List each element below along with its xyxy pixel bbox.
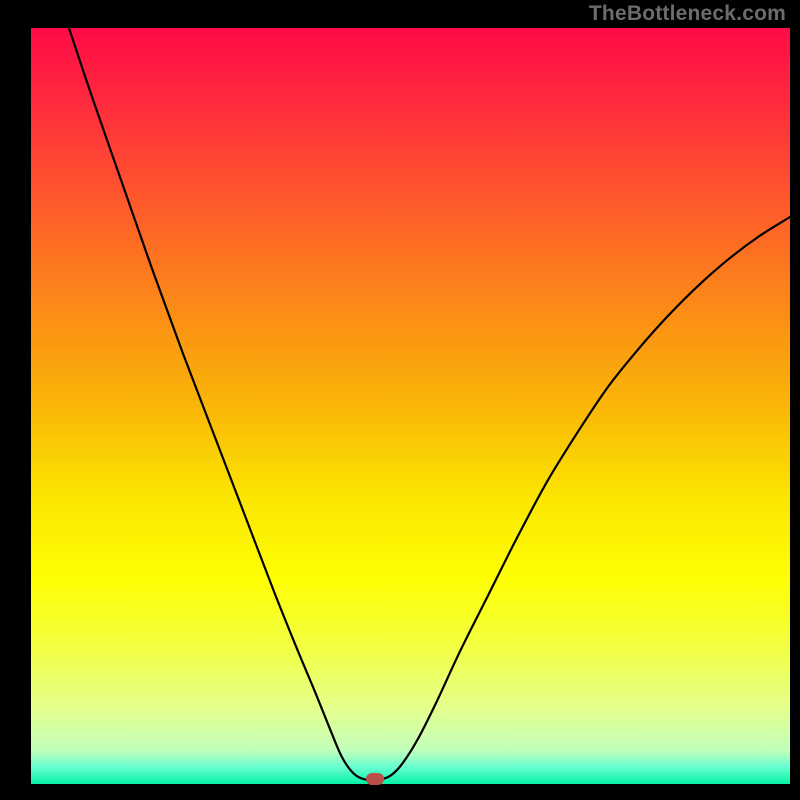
gradient-background [31,28,790,784]
optimal-point-marker [366,773,384,785]
chart-frame: TheBottleneck.com [0,0,800,800]
watermark-text: TheBottleneck.com [589,2,786,26]
chart-svg [31,28,790,784]
plot-area [31,28,790,784]
